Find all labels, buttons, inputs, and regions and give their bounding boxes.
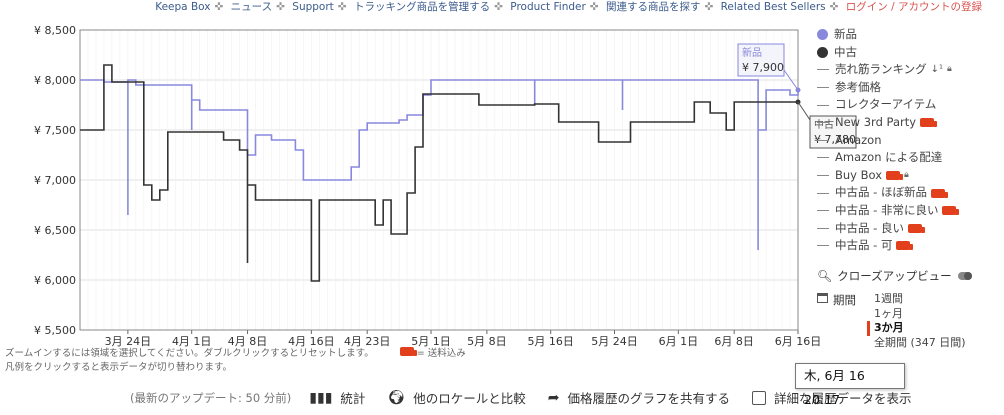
legend-hint: 凡例をクリックすると表示データが切り替わります。: [5, 362, 233, 373]
y-tick-label: ¥ 8,000: [34, 74, 76, 87]
nav-news[interactable]: ニュース: [230, 1, 273, 13]
shipping-truck-icon: [920, 118, 938, 128]
legend-used-good[interactable]: 中古品 - 良い: [817, 220, 956, 238]
legend-reference-price[interactable]: 参考価格: [817, 79, 956, 97]
nav-product-finder[interactable]: Product Finder: [510, 1, 586, 13]
bar-chart-icon: ▮▮▮: [309, 389, 333, 406]
shipping-truck-icon: [930, 188, 948, 198]
globe-icon: 🌍︎: [387, 389, 406, 406]
shipping-truck-icon: [886, 171, 904, 181]
checkbox-icon[interactable]: [751, 390, 766, 405]
calendar-icon: [817, 293, 828, 303]
shipping-truck-icon: [399, 347, 417, 356]
tooltip-new-connector: [783, 69, 799, 91]
x-tick-label: 6月 1日: [659, 335, 699, 348]
share-arrow-icon: ➦: [547, 389, 560, 406]
legend-used-like-new[interactable]: 中古品 - ほぼ新品: [817, 184, 956, 202]
tooltip-used-value: ¥ 7,780: [814, 133, 856, 146]
lock-icon: 🔒︎: [947, 64, 952, 75]
y-tick-label: ¥ 6,000: [34, 274, 76, 287]
tooltip-new-label: 新品: [742, 46, 762, 59]
x-tick-label: 4月 23日: [344, 335, 391, 348]
nav-manage-tracking[interactable]: トラッキング商品を管理する: [353, 1, 491, 13]
range-option-1-week[interactable]: 1週間: [874, 292, 903, 305]
y-tick-label: ¥ 8,500: [34, 24, 76, 37]
legend-fba[interactable]: Amazon による配達: [817, 149, 956, 167]
chart-legend: 新品 中古 売れ筋ランキング ↓¹ 🔒︎ 参考価格 コレクターアイテム New 3r…: [817, 26, 960, 255]
nav-login[interactable]: ログイン / アカウントの登録: [845, 1, 982, 13]
shipping-note: = 送料込み: [416, 348, 466, 359]
zoom-hint: ズームインするには領域を選択してください。ダブルクリックするとリセットします。: [5, 348, 374, 359]
range-label: 期間: [833, 293, 856, 307]
last-update: (最新のアップデート: 50 分前): [130, 390, 292, 405]
tooltip-new-value: ¥ 7,900: [742, 61, 784, 74]
compare-locales-button[interactable]: 🌍︎ 他のロケールと比較: [387, 389, 526, 407]
shipping-truck-icon: [907, 223, 925, 233]
top-navigation: Keepa Box ✜ ニュース ✜ Support ✜ トラッキング商品を管理する ✜…: [155, 1, 982, 13]
nav-related-products[interactable]: 関連する商品を探す: [605, 1, 701, 13]
tooltip-used-connector: [797, 101, 811, 121]
legend-used[interactable]: 中古: [817, 44, 956, 62]
nav-related-best-sellers[interactable]: Related Best Sellers: [720, 1, 826, 13]
x-tick-label: 5月 24日: [591, 335, 638, 348]
y-tick-label: ¥ 7,000: [34, 174, 76, 187]
tooltip-used-label: 中古: [814, 118, 834, 131]
series-line-new: [80, 79, 799, 250]
lock-icon: 🔒︎: [904, 169, 909, 180]
used-dot-icon: [817, 46, 828, 58]
new-dot-icon: [817, 29, 828, 41]
tooltip-used-box: [809, 115, 857, 149]
toggle-switch-icon[interactable]: [957, 272, 972, 280]
legend-amazon[interactable]: Amazon: [817, 132, 956, 150]
legend-new[interactable]: 新品: [817, 26, 956, 44]
search-icon: 🔍︎: [817, 269, 833, 283]
legend-used-acceptable[interactable]: 中古品 - 可: [817, 237, 956, 255]
x-tick-label: 5月 1日: [411, 335, 451, 348]
range-option-1-month[interactable]: 1ヶ月: [874, 306, 903, 320]
x-tick-label: 4月 1日: [172, 335, 212, 348]
x-tick-label: 5月 16日: [527, 335, 574, 348]
range-option-all[interactable]: 全期間 (347 日間): [874, 335, 966, 349]
bottom-toolbar: (最新のアップデート: 50 分前) ▮▮▮ 統計 🌍︎ 他のロケールと比較 ➦ 価格…: [130, 388, 934, 407]
shipping-truck-icon: [942, 206, 960, 216]
closeup-view-toggle[interactable]: 🔍︎ クローズアップビュー: [817, 268, 972, 284]
show-history-data-button[interactable]: 詳細な履歴データを表示: [751, 388, 912, 407]
legend-sales-rank[interactable]: 売れ筋ランキング ↓¹ 🔒︎: [817, 61, 956, 79]
x-tick-label: 4月 8日: [228, 335, 268, 348]
nav-keepa-box[interactable]: Keepa Box: [155, 1, 211, 13]
shipping-truck-icon: [896, 241, 914, 251]
tooltip-new-box: [737, 43, 785, 77]
y-tick-label: ¥ 7,500: [34, 124, 76, 137]
x-tick-label: 5月 8日: [467, 335, 507, 348]
range-option-3-months[interactable]: 3か月: [867, 321, 966, 336]
legend-buy-box[interactable]: Buy Box 🔒︎: [817, 167, 956, 185]
stats-button[interactable]: ▮▮▮ 統計: [309, 389, 366, 407]
y-tick-label: ¥ 6,500: [34, 224, 76, 237]
nav-support[interactable]: Support: [292, 1, 334, 13]
share-graph-button[interactable]: ➦ 価格履歴のグラフを共有する: [547, 389, 730, 407]
legend-new-3rd-party[interactable]: New 3rd Party: [817, 114, 956, 132]
plot-border: [79, 29, 799, 331]
chart-notes: ズームインするには領域を選択してください。ダブルクリックするとリセットします。 …: [5, 347, 466, 375]
legend-used-very-good[interactable]: 中古品 - 非常に良い: [817, 202, 960, 220]
hover-date-tooltip: 木, 6月 16 20:17: [795, 363, 905, 407]
sort-icon: ↓¹: [930, 64, 944, 76]
x-tick-label: 3月 24日: [105, 335, 152, 348]
x-tick-label: 6月 16日: [775, 335, 822, 348]
series-line-used: [80, 64, 798, 282]
y-tick-label: ¥ 5,500: [34, 324, 76, 337]
x-tick-label: 6月 8日: [714, 335, 754, 348]
x-tick-label: 4月 16日: [288, 335, 335, 348]
legend-collectible[interactable]: コレクターアイテム: [817, 96, 956, 114]
